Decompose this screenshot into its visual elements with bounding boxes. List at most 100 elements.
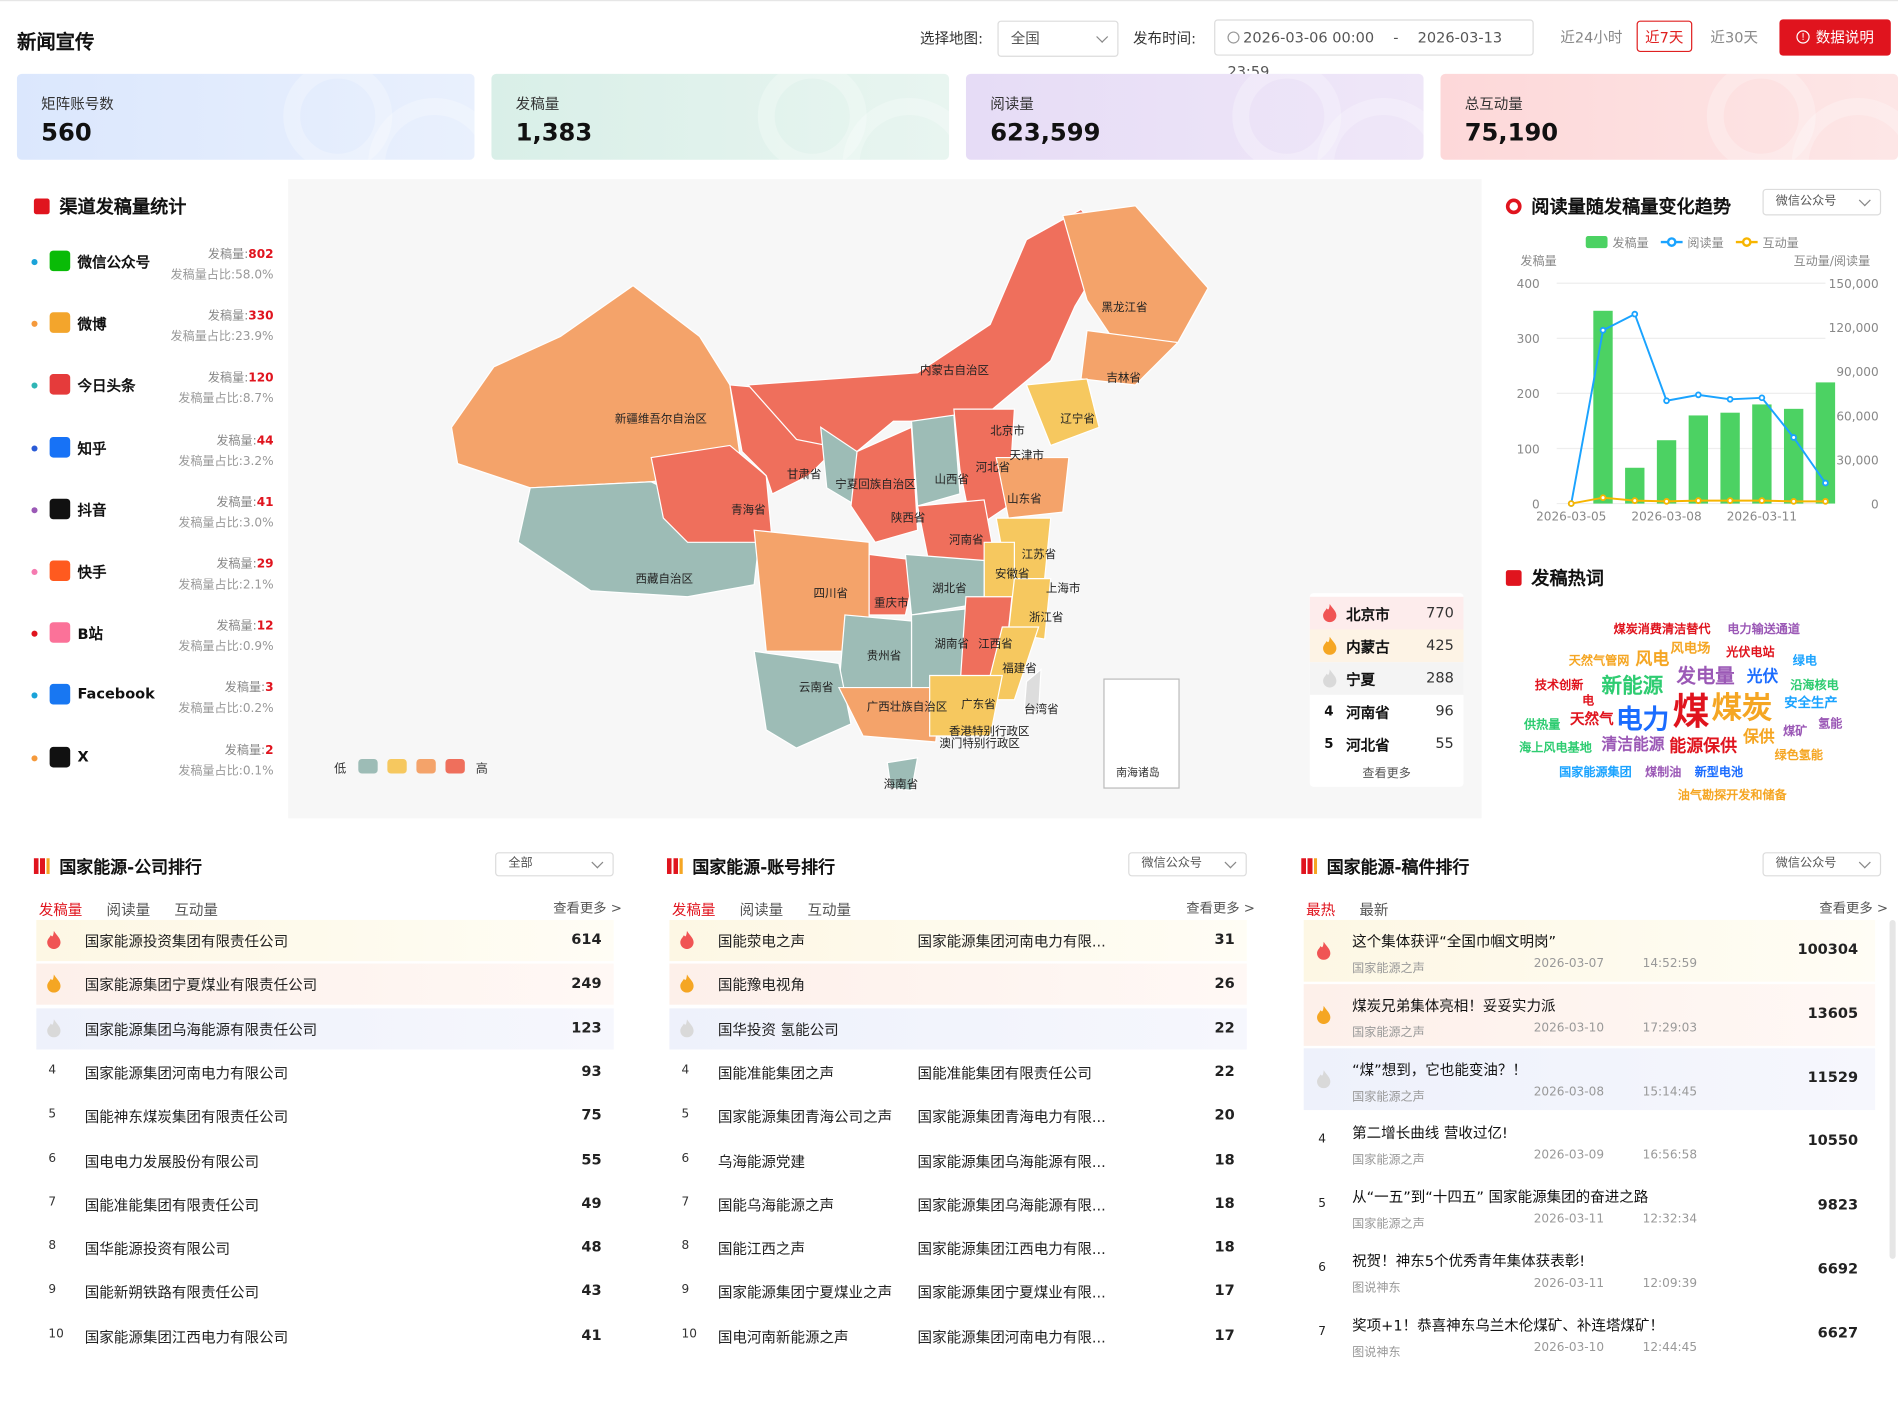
company-row[interactable]: 5 国能神东煤炭集团有限责任公司 75 [36, 1096, 613, 1137]
company-row[interactable]: 6 国电电力发展股份有限公司 55 [36, 1140, 613, 1181]
company-row[interactable]: 8 国华能源投资有限公司 48 [36, 1228, 613, 1269]
region-chongqing[interactable] [868, 553, 919, 616]
article-row[interactable]: 4 第二增长曲线 营收过亿! 国家能源之声 2026-03-09 16:56:58 105… [1304, 1112, 1875, 1174]
article-select[interactable]: 微信公众号 [1762, 852, 1882, 877]
company-row[interactable]: 国家能源投资集团有限责任公司 614 [36, 919, 614, 962]
hotword[interactable]: 天然气管网 [1568, 654, 1630, 669]
account-row[interactable]: 9 国家能源集团宁夏煤业之声 国家能源集团宁夏煤业有限... 17 [669, 1271, 1246, 1312]
hotword[interactable]: 煤 [1672, 691, 1710, 734]
article-row[interactable]: 7 奖项+1！恭喜神东乌兰木伦煤矿、补连塔煤矿！ 图说神东 2026-03-10 12:… [1304, 1303, 1875, 1365]
region-liaoning[interactable] [1025, 378, 1100, 447]
hotword[interactable]: 国家能源集团 [1559, 766, 1632, 780]
company-select[interactable]: 全部 [495, 852, 614, 877]
company-row[interactable]: 10 国家能源集团江西电力有限公司 41 [36, 1315, 613, 1356]
company-row[interactable]: 9 国能新朔铁路有限责任公司 43 [36, 1271, 613, 1312]
hotword[interactable]: 风电 [1635, 650, 1670, 670]
account-row[interactable]: 5 国家能源集团青海公司之声 国家能源集团青海电力有限... 20 [669, 1096, 1246, 1137]
hotword[interactable]: 安全生产 [1784, 694, 1838, 711]
region-hebei[interactable] [953, 408, 1016, 532]
hotword[interactable]: 供热量 [1524, 719, 1561, 733]
account-more-link[interactable]: 查看更多 > [1186, 900, 1255, 917]
region-yunnan[interactable] [753, 650, 852, 749]
company-row[interactable]: 国家能源集团宁夏煤业有限责任公司 249 [36, 963, 614, 1006]
article-row[interactable]: 5 从“一五”到“十四五” 国家能源集团的奋进之路 国家能源之声 2026-03-11… [1304, 1176, 1875, 1238]
hotword[interactable]: 煤炭消费清洁替代 [1613, 623, 1711, 637]
ranking-more-link[interactable]: 查看更多 [1362, 767, 1411, 781]
tab-interactions[interactable]: 互动量 [807, 901, 852, 919]
ranking-row[interactable]: 4 河南省 96 [1310, 695, 1464, 728]
hotword[interactable]: 沿海核电 [1790, 679, 1839, 693]
account-row[interactable]: 国华投资 氢能公司 22 [669, 1007, 1247, 1050]
date-range-picker[interactable]: 2026-03-06 00:00 - 2026-03-13 23:59 [1214, 19, 1534, 80]
hotword[interactable]: 煤制油 [1645, 766, 1682, 780]
quick-30d-button[interactable]: 近30天 [1710, 29, 1758, 46]
hotword[interactable]: 天然气 [1570, 710, 1614, 728]
article-row[interactable]: 6 祝贺！神东5个优秀青年集体获表彰! 图说神东 2026-03-11 12:09:39… [1304, 1240, 1875, 1302]
quick-24h-button[interactable]: 近24小时 [1560, 29, 1623, 46]
account-row[interactable]: 国能荥电之声 国家能源集团河南电力有限... 31 [669, 919, 1247, 962]
region-guangdong[interactable] [929, 674, 1004, 737]
hotword[interactable]: 煤矿 [1783, 725, 1808, 739]
ranking-row[interactable]: 内蒙古 425 [1309, 629, 1464, 663]
channel-row[interactable]: B站 发稿量:12 发稿量占比:0.9% [31, 612, 274, 660]
article-more-link[interactable]: 查看更多 > [1819, 900, 1889, 917]
company-more-link[interactable]: 查看更多 > [553, 900, 622, 917]
account-select[interactable]: 微信公众号 [1128, 852, 1247, 877]
hotword[interactable]: 电力 [1616, 705, 1670, 736]
account-row[interactable]: 8 国能江西之声 国家能源集团江西电力有限... 18 [669, 1228, 1246, 1269]
region-guangxi[interactable] [837, 686, 943, 743]
channel-row[interactable]: 知乎 发稿量:44 发稿量占比:3.2% [31, 426, 274, 474]
hotword[interactable]: 技术创新 [1534, 679, 1584, 693]
ranking-row[interactable]: 5 河北省 55 [1310, 728, 1464, 761]
ranking-row[interactable]: 宁夏 288 [1309, 662, 1464, 695]
hotword[interactable]: 发电量 [1676, 664, 1735, 688]
article-row[interactable]: 煤炭兄弟集体亮相！妥妥实力派 国家能源之声 2026-03-10 17:29:03 13… [1303, 983, 1876, 1046]
channel-row[interactable]: 快手 发稿量:29 发稿量占比:2.1% [31, 550, 274, 598]
hotword[interactable]: 风电场 [1670, 640, 1711, 657]
hotword[interactable]: 绿色氢能 [1774, 749, 1824, 763]
article-row[interactable]: 这个集体获评“全国巾帼文明岗” 国家能源之声 2026-03-07 14:52:59 1… [1303, 919, 1876, 982]
hotword[interactable]: 光伏电站 [1726, 646, 1775, 660]
channel-row[interactable]: 微博 发稿量:330 发稿量占比:23.9% [31, 302, 274, 350]
hotword[interactable]: 氢能 [1818, 717, 1843, 732]
account-row[interactable]: 6 乌海能源党建 国家能源集团乌海能源有限... 18 [669, 1140, 1246, 1181]
hotword[interactable]: 新能源 [1601, 674, 1664, 699]
channel-row[interactable]: 抖音 发稿量:41 发稿量占比:3.0% [31, 488, 274, 536]
channel-row[interactable]: 今日头条 发稿量:120 发稿量占比:8.7% [31, 364, 274, 412]
ranking-row[interactable]: 北京市 770 [1309, 596, 1464, 630]
region-shanxi[interactable] [910, 414, 961, 507]
account-row[interactable]: 国能豫电视角 26 [669, 963, 1247, 1006]
account-row[interactable]: 4 国能准能集团之声 国能准能集团有限责任公司 22 [669, 1052, 1246, 1093]
hotword[interactable]: 电 [1582, 694, 1595, 709]
tab-latest[interactable]: 最新 [1359, 901, 1389, 919]
channel-row[interactable]: Facebook 发稿量:3 发稿量占比:0.2% [31, 674, 274, 722]
company-row[interactable]: 7 国能准能集团有限责任公司 49 [36, 1184, 613, 1225]
region-shandong[interactable] [995, 456, 1070, 519]
channel-row[interactable]: 微信公众号 发稿量:802 发稿量占比:58.0% [31, 240, 274, 288]
region-taiwan[interactable] [1023, 668, 1042, 713]
hotword[interactable]: 光伏 [1746, 668, 1779, 687]
hotword[interactable]: 电力输送通道 [1727, 623, 1801, 637]
trend-select[interactable]: 微信公众号 [1762, 188, 1882, 216]
article-row[interactable]: “煤”想到，它也能变油？！ 国家能源之声 2026-03-08 15:14:45 115… [1303, 1047, 1876, 1110]
region-jilin[interactable] [1080, 329, 1180, 386]
hotword[interactable]: 绿电 [1792, 654, 1817, 669]
company-row[interactable]: 国家能源集团乌海能源有限责任公司 123 [36, 1007, 614, 1050]
article-scrollbar[interactable] [1889, 919, 1896, 1259]
hotword[interactable]: 煤炭 [1711, 689, 1773, 726]
region-shaanxi[interactable] [850, 426, 919, 544]
hotword[interactable]: 能源保供 [1669, 737, 1738, 757]
hotword[interactable]: 海上风电基地 [1519, 742, 1592, 756]
account-row[interactable]: 10 国电河南新能源之声 国家能源集团河南电力有限... 17 [669, 1315, 1246, 1356]
tab-reads[interactable]: 阅读量 [739, 901, 784, 919]
hotword[interactable]: 油气勘探开发和储备 [1677, 789, 1787, 803]
quick-7d-button[interactable]: 近7天 [1636, 20, 1692, 53]
region-hainan[interactable] [886, 757, 919, 792]
account-row[interactable]: 7 国能乌海能源之声 国家能源集团乌海能源有限... 18 [669, 1184, 1246, 1225]
data-explain-button[interactable]: ! 数据说明 [1779, 19, 1891, 56]
hotword[interactable]: 清洁能源 [1601, 735, 1665, 755]
company-row[interactable]: 4 国家能源集团河南电力有限公司 93 [36, 1052, 613, 1093]
tab-reads[interactable]: 阅读量 [106, 901, 151, 919]
tab-interactions[interactable]: 互动量 [174, 901, 218, 919]
hotword[interactable]: 新型电池 [1694, 766, 1744, 780]
